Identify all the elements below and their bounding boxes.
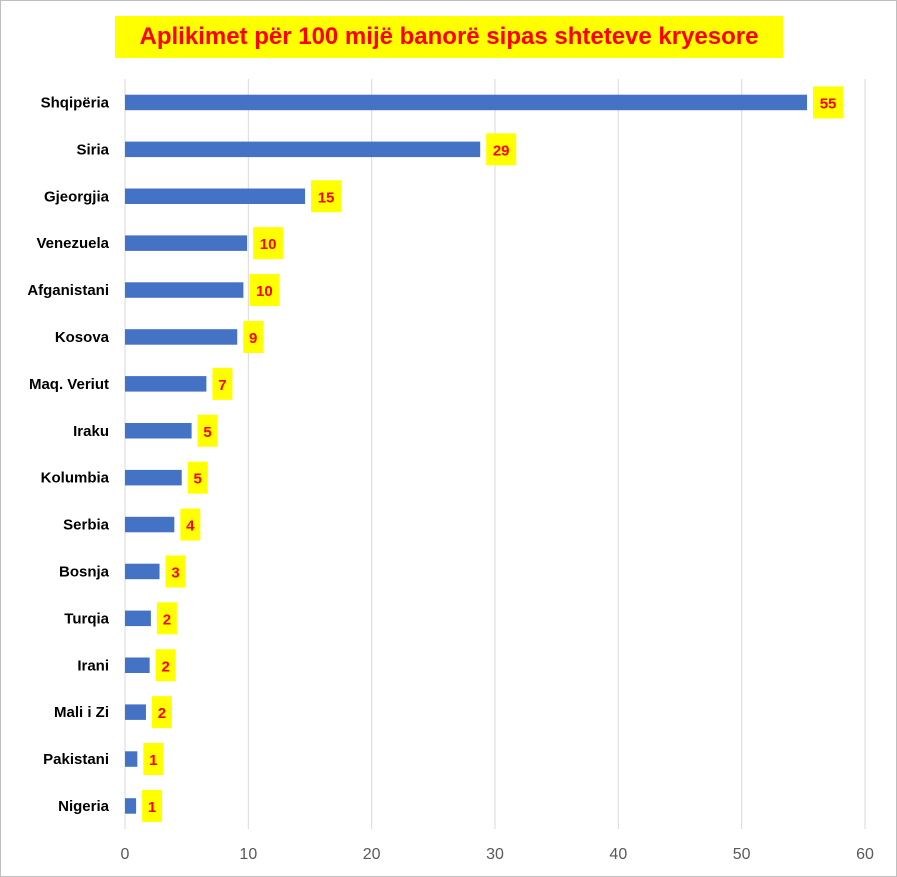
data-label: 1: [149, 752, 157, 769]
x-tick-label: 40: [609, 846, 627, 863]
data-label-bg: [165, 555, 186, 588]
bar: [125, 94, 808, 111]
data-label-bg: [156, 602, 177, 635]
bar: [125, 516, 175, 533]
x-tick-label: 30: [486, 846, 504, 863]
data-label: 15: [318, 189, 335, 206]
data-label: 3: [171, 564, 179, 581]
data-label: 4: [186, 518, 195, 535]
data-label-bg: [187, 461, 208, 494]
category-label: Irani: [77, 657, 109, 674]
data-label: 2: [158, 705, 166, 722]
x-tick-label: 0: [121, 846, 130, 863]
category-label: Kolumbia: [41, 470, 110, 487]
data-label-bg: [813, 86, 844, 119]
category-label: Bosnja: [59, 563, 110, 580]
bar: [125, 610, 151, 627]
data-label-bg: [311, 180, 342, 213]
category-label: Siria: [76, 141, 109, 158]
data-label-bg: [249, 274, 280, 307]
data-label-bg: [243, 320, 264, 353]
data-label-bg: [197, 414, 218, 447]
data-label: 55: [820, 95, 837, 112]
data-label: 29: [493, 142, 510, 159]
x-tick-label: 10: [239, 846, 257, 863]
data-label: 2: [163, 611, 171, 628]
data-label: 10: [260, 236, 277, 253]
bar: [125, 235, 248, 251]
bar: [125, 282, 244, 298]
category-label: Mali i Zi: [54, 704, 109, 721]
data-label: 10: [256, 283, 273, 300]
bar: [125, 657, 150, 673]
bar: [125, 141, 481, 158]
data-label: 9: [249, 330, 257, 347]
data-label-bg: [142, 789, 163, 822]
category-label: Gjeorgjia: [44, 188, 110, 205]
bar: [125, 704, 146, 720]
bar: [125, 329, 238, 345]
category-label: Shqipëria: [41, 94, 110, 111]
category-label: Serbia: [63, 517, 110, 534]
x-tick-label: 60: [856, 846, 874, 863]
data-label: 1: [148, 799, 156, 816]
data-label: 5: [203, 424, 211, 441]
data-label-bg: [486, 133, 517, 166]
x-tick-label: 20: [363, 846, 381, 863]
data-label-bg: [180, 508, 201, 541]
bar: [125, 469, 182, 486]
data-label-bg: [155, 649, 176, 682]
category-label: Turqia: [64, 610, 109, 627]
category-label: Iraku: [73, 423, 109, 440]
chart-title: Aplikimet për 100 mijë banorë sipas shte…: [115, 16, 783, 58]
category-label: Kosova: [55, 329, 110, 346]
category-label: Pakistani: [43, 751, 109, 768]
data-label-bg: [151, 696, 172, 729]
category-label: Maq. Veriut: [29, 376, 109, 393]
x-tick-label: 50: [733, 846, 751, 863]
bar: [125, 751, 138, 767]
bar: [125, 423, 192, 439]
data-label-bg: [212, 367, 233, 400]
data-label-bg: [143, 743, 164, 776]
category-label: Venezuela: [36, 235, 109, 252]
bar: [125, 376, 207, 392]
category-label: Nigeria: [58, 798, 110, 815]
data-label-bg: [253, 227, 284, 260]
bar: [125, 798, 137, 814]
category-label: Afganistani: [27, 282, 109, 299]
bar: [125, 563, 160, 580]
data-label: 5: [194, 471, 202, 488]
bar: [125, 188, 306, 204]
data-label: 2: [161, 658, 169, 675]
data-label: 7: [218, 377, 226, 394]
